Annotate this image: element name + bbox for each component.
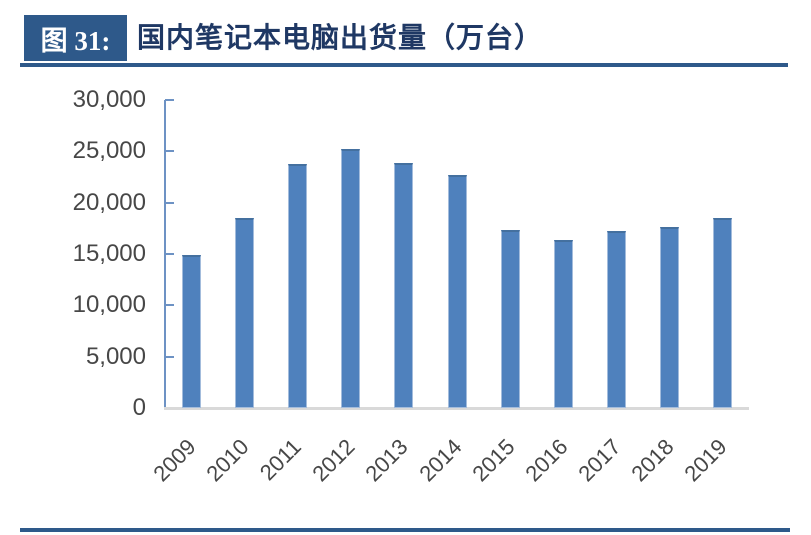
y-axis-tick (165, 150, 174, 153)
x-tick-label-2015: 2015 (466, 434, 520, 487)
y-tick-label-0: 0 (132, 394, 146, 421)
x-tick-label-2018: 2018 (625, 434, 679, 487)
x-tick-label-2013: 2013 (359, 434, 413, 487)
x-tick-label-2016: 2016 (519, 434, 573, 487)
figure-title: 国内笔记本电脑出货量（万台） (137, 23, 544, 54)
y-tick-label-15000: 15,000 (72, 240, 146, 267)
x-axis-line (164, 407, 749, 410)
y-tick-label-10000: 10,000 (72, 291, 146, 319)
footer-divider (20, 528, 790, 532)
header-divider (20, 63, 788, 67)
y-tick-label-5000: 5,000 (85, 342, 146, 370)
x-tick-label-2012: 2012 (306, 434, 360, 487)
y-axis-tick (165, 355, 174, 358)
y-axis-tick (165, 253, 174, 255)
x-tick-label-2014: 2014 (413, 434, 467, 487)
bar-2009 (182, 255, 201, 408)
bar-2017 (607, 231, 626, 408)
bar-2016 (554, 240, 573, 408)
y-tick-label-20000: 20,000 (72, 188, 146, 216)
figure-number-label: 图 31: (40, 25, 111, 56)
x-tick-label-2019: 2019 (678, 434, 732, 487)
x-tick-label-2010: 2010 (200, 434, 254, 487)
bar-2010 (235, 218, 254, 408)
x-tick-label-2017: 2017 (572, 434, 626, 487)
bar-2012 (341, 149, 360, 408)
bar-2018 (660, 227, 679, 408)
y-axis-tick (165, 304, 174, 307)
bar-2013 (394, 163, 413, 408)
bar-2019 (713, 218, 732, 408)
y-tick-label-25000: 25,000 (72, 137, 146, 165)
bar-2014 (448, 175, 467, 408)
y-tick-label-30000: 30,000 (72, 86, 146, 113)
y-axis-tick (165, 201, 174, 204)
x-tick-label-2011: 2011 (255, 434, 307, 486)
y-axis-tick (165, 99, 174, 101)
bar-2011 (288, 164, 307, 408)
figure-number-badge: 图 31: (24, 15, 127, 61)
bar-2015 (501, 230, 520, 408)
x-tick-label-2009: 2009 (147, 434, 201, 487)
